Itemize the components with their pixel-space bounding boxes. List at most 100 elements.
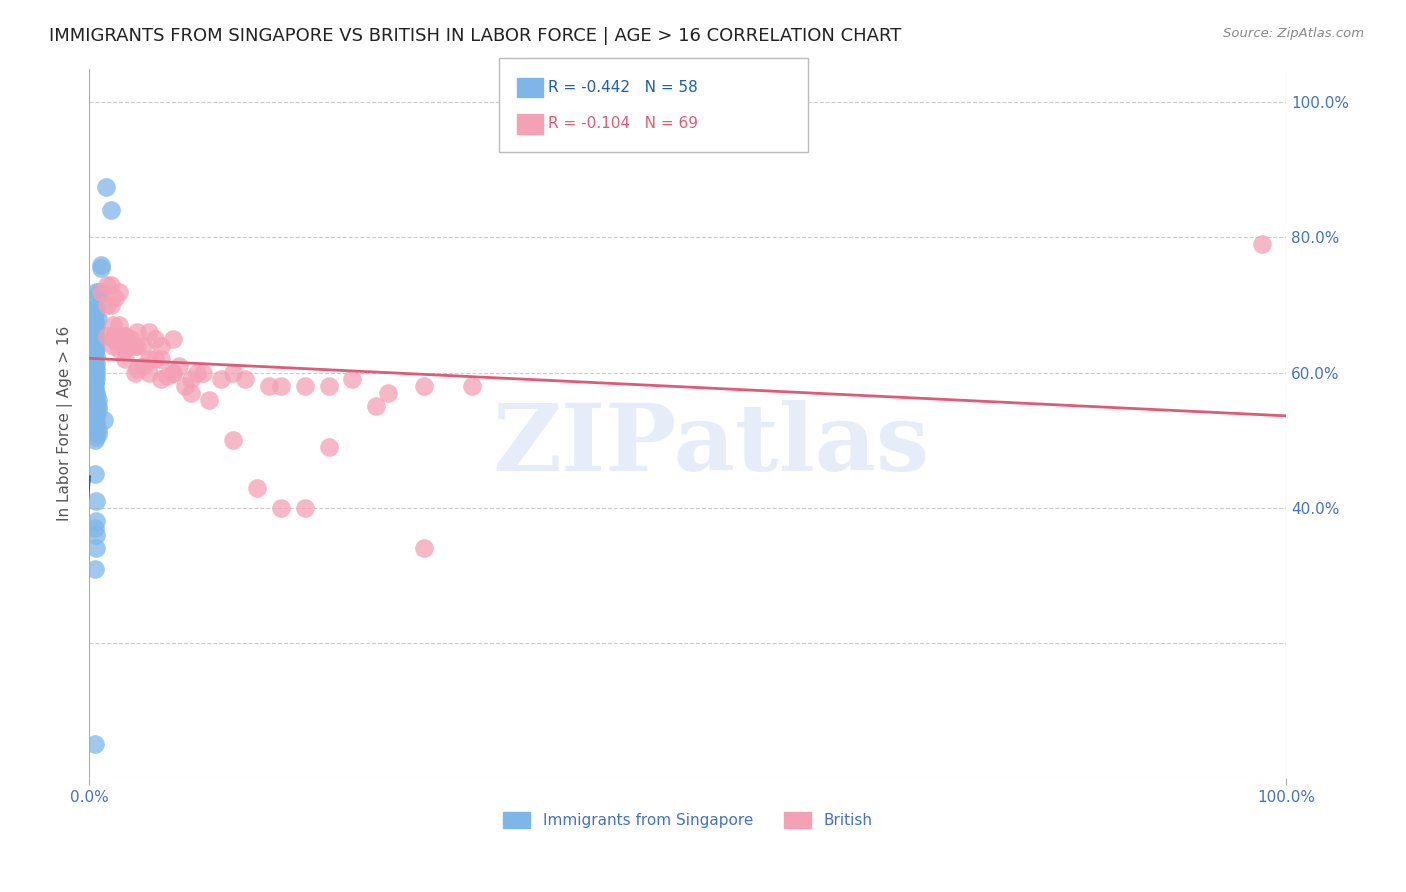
Point bbox=[86, 409, 108, 424]
Point bbox=[84, 562, 107, 576]
Point bbox=[377, 386, 399, 401]
Point bbox=[413, 541, 436, 556]
Point bbox=[413, 379, 436, 393]
Point bbox=[120, 332, 142, 346]
Point bbox=[84, 305, 107, 319]
Point bbox=[84, 338, 107, 352]
Point bbox=[86, 392, 108, 407]
Y-axis label: In Labor Force | Age > 16: In Labor Force | Age > 16 bbox=[58, 326, 73, 521]
Point bbox=[86, 301, 108, 316]
Point bbox=[132, 338, 155, 352]
Point bbox=[84, 322, 107, 336]
Point bbox=[257, 379, 280, 393]
Point bbox=[114, 352, 136, 367]
Point bbox=[186, 366, 208, 380]
Point bbox=[138, 325, 160, 339]
Point bbox=[86, 494, 108, 508]
Point bbox=[294, 500, 316, 515]
Point bbox=[162, 366, 184, 380]
Point bbox=[96, 298, 118, 312]
Point bbox=[84, 369, 107, 384]
Point bbox=[87, 288, 110, 302]
Point bbox=[90, 285, 112, 299]
Point bbox=[108, 285, 131, 299]
Point bbox=[84, 359, 107, 373]
Point bbox=[84, 419, 107, 434]
Point bbox=[86, 285, 108, 299]
Point bbox=[84, 318, 107, 333]
Point bbox=[83, 298, 105, 312]
Point bbox=[162, 332, 184, 346]
Point bbox=[100, 277, 122, 292]
Point bbox=[156, 369, 179, 384]
Point bbox=[86, 349, 108, 363]
Text: IMMIGRANTS FROM SINGAPORE VS BRITISH IN LABOR FORCE | AGE > 16 CORRELATION CHART: IMMIGRANTS FROM SINGAPORE VS BRITISH IN … bbox=[49, 27, 901, 45]
Point bbox=[149, 352, 172, 367]
Point bbox=[84, 379, 107, 393]
Point bbox=[84, 352, 107, 367]
Point bbox=[209, 372, 232, 386]
Point bbox=[108, 342, 131, 356]
Point bbox=[86, 342, 108, 356]
Point bbox=[174, 379, 197, 393]
Point bbox=[84, 308, 107, 322]
Legend: Immigrants from Singapore, British: Immigrants from Singapore, British bbox=[496, 806, 879, 834]
Point bbox=[84, 301, 107, 316]
Point bbox=[86, 372, 108, 386]
Point bbox=[270, 379, 292, 393]
Point bbox=[132, 359, 155, 373]
Point bbox=[108, 332, 131, 346]
Point bbox=[90, 260, 112, 275]
Point bbox=[125, 338, 148, 352]
Text: Source: ZipAtlas.com: Source: ZipAtlas.com bbox=[1223, 27, 1364, 40]
Point bbox=[84, 738, 107, 752]
Point bbox=[114, 342, 136, 356]
Point bbox=[104, 332, 127, 346]
Point bbox=[86, 430, 108, 444]
Point bbox=[101, 338, 124, 352]
Point bbox=[461, 379, 484, 393]
Point bbox=[125, 362, 148, 376]
Point bbox=[124, 366, 146, 380]
Point bbox=[84, 345, 107, 359]
Point bbox=[143, 352, 166, 367]
Point bbox=[86, 402, 108, 417]
Point bbox=[342, 372, 364, 386]
Point bbox=[86, 332, 108, 346]
Point bbox=[124, 338, 146, 352]
Point bbox=[180, 372, 202, 386]
Point bbox=[86, 362, 108, 376]
Point bbox=[149, 372, 172, 386]
Point bbox=[101, 332, 124, 346]
Point bbox=[96, 328, 118, 343]
Point bbox=[114, 328, 136, 343]
Point bbox=[138, 366, 160, 380]
Point bbox=[84, 434, 107, 448]
Point bbox=[84, 335, 107, 350]
Point bbox=[366, 400, 388, 414]
Point bbox=[84, 315, 107, 329]
Point bbox=[84, 383, 107, 397]
Point bbox=[294, 379, 316, 393]
Point bbox=[100, 203, 122, 218]
Point bbox=[86, 389, 108, 403]
Text: R = -0.442   N = 58: R = -0.442 N = 58 bbox=[548, 80, 699, 95]
Point bbox=[167, 359, 190, 373]
Point bbox=[86, 311, 108, 326]
Point bbox=[318, 379, 340, 393]
Text: R = -0.104   N = 69: R = -0.104 N = 69 bbox=[548, 117, 699, 131]
Point bbox=[86, 426, 108, 441]
Point bbox=[86, 423, 108, 437]
Point bbox=[84, 328, 107, 343]
Point bbox=[84, 376, 107, 390]
Point bbox=[233, 372, 256, 386]
Point bbox=[270, 500, 292, 515]
Point bbox=[94, 179, 117, 194]
Point bbox=[180, 386, 202, 401]
Point bbox=[86, 396, 108, 410]
Point bbox=[86, 417, 108, 431]
Point bbox=[125, 325, 148, 339]
Point bbox=[222, 434, 245, 448]
Point bbox=[87, 285, 110, 299]
Point bbox=[84, 325, 107, 339]
